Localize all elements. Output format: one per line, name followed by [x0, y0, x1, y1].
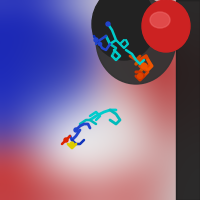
Circle shape	[74, 128, 78, 132]
Circle shape	[106, 22, 110, 26]
Circle shape	[141, 63, 147, 69]
Circle shape	[70, 142, 74, 146]
Ellipse shape	[92, 0, 156, 60]
Bar	[176, 0, 200, 200]
Circle shape	[64, 138, 68, 142]
Circle shape	[98, 42, 102, 46]
Ellipse shape	[142, 0, 190, 52]
Circle shape	[94, 38, 98, 42]
Ellipse shape	[150, 12, 170, 28]
Ellipse shape	[96, 0, 176, 84]
Circle shape	[138, 74, 142, 78]
